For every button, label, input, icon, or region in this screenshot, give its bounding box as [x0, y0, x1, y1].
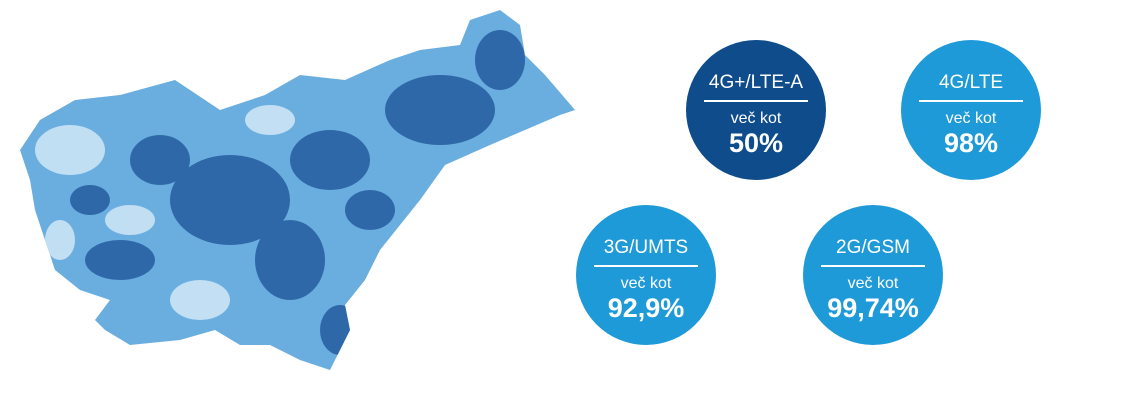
- badge-prefix: več kot: [620, 275, 672, 292]
- badge-label: 4G+/LTE-A: [704, 72, 808, 102]
- badge-label: 2G/GSM: [821, 237, 925, 267]
- badge-value: 98%: [943, 128, 999, 158]
- badge: 3G/UMTS več kot 92,9%: [576, 205, 716, 345]
- badge-value: 92,9%: [607, 293, 685, 323]
- badge-value: 50%: [728, 128, 784, 158]
- badge: 2G/GSM več kot 99,74%: [803, 205, 943, 345]
- badge-label: 4G/LTE: [919, 72, 1023, 102]
- badge-prefix: več kot: [945, 110, 997, 127]
- badge: 4G/LTE več kot 98%: [901, 40, 1041, 180]
- badge-label: 3G/UMTS: [594, 237, 698, 267]
- badge-prefix: več kot: [730, 110, 782, 127]
- badge-value: 99,74%: [827, 293, 919, 323]
- badge: 4G+/LTE-A več kot 50%: [686, 40, 826, 180]
- badge-prefix: več kot: [847, 275, 899, 292]
- coverage-map: [20, 10, 575, 370]
